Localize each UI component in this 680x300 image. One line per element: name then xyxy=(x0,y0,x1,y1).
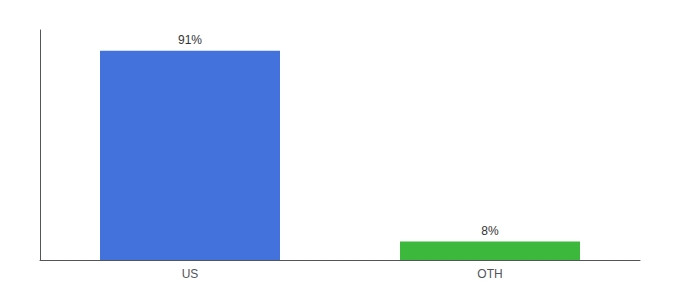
svg-text:91%: 91% xyxy=(178,33,202,47)
svg-text:OTH: OTH xyxy=(477,267,502,281)
svg-text:US: US xyxy=(182,267,199,281)
svg-text:8%: 8% xyxy=(481,224,499,238)
